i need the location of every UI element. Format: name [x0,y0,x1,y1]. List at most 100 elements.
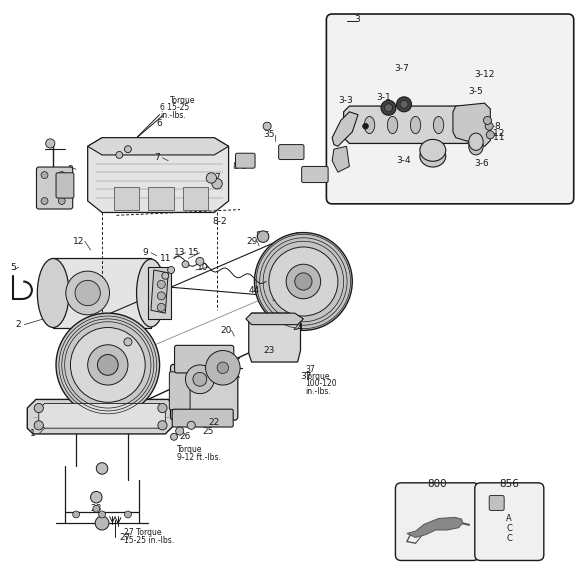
Text: 4: 4 [36,193,42,203]
Circle shape [295,273,312,290]
Circle shape [263,122,271,130]
Circle shape [157,292,165,300]
Polygon shape [88,138,229,213]
Text: 27: 27 [120,533,131,542]
Circle shape [93,505,100,512]
Text: 37: 37 [305,364,315,373]
Polygon shape [88,138,229,155]
Text: 1: 1 [30,430,36,438]
Text: Torque: Torque [305,372,331,381]
Circle shape [34,403,43,413]
Circle shape [171,434,177,440]
Circle shape [384,104,392,112]
Text: 3-1: 3-1 [376,93,391,102]
Text: 3-7: 3-7 [394,64,409,73]
Circle shape [34,421,43,430]
Circle shape [71,328,145,403]
Text: 30: 30 [315,257,327,266]
Polygon shape [53,258,151,328]
Circle shape [116,152,123,158]
Text: 9: 9 [142,248,148,257]
FancyBboxPatch shape [279,145,304,159]
Text: in.-lbs.: in.-lbs. [160,111,186,121]
Text: 44: 44 [249,285,260,295]
Text: 11: 11 [160,254,171,263]
Text: 3-3: 3-3 [338,96,353,105]
Circle shape [124,146,131,152]
Text: 8-7: 8-7 [207,173,221,182]
Text: 10: 10 [197,263,209,272]
Circle shape [58,197,65,205]
Text: 17: 17 [119,343,131,352]
Polygon shape [407,517,463,537]
Ellipse shape [387,117,398,134]
Text: 5: 5 [10,263,16,272]
Circle shape [187,421,195,430]
FancyBboxPatch shape [171,364,238,420]
Circle shape [97,463,108,474]
Text: 24: 24 [292,323,303,332]
Text: 25: 25 [203,427,214,435]
Text: 29: 29 [246,237,257,246]
Circle shape [157,304,165,311]
Circle shape [217,362,229,373]
Circle shape [56,313,160,417]
Ellipse shape [136,259,165,327]
Ellipse shape [38,258,69,328]
Text: 20: 20 [220,326,231,335]
Circle shape [124,338,132,346]
Polygon shape [151,270,168,313]
Text: 9-12 ft.-lbs.: 9-12 ft.-lbs. [177,452,221,462]
Circle shape [212,179,223,189]
Polygon shape [246,313,303,325]
Ellipse shape [434,117,444,134]
Text: 18: 18 [186,349,197,358]
Circle shape [124,511,131,518]
Text: 21: 21 [194,380,206,390]
Circle shape [75,280,101,306]
Circle shape [400,100,408,108]
Circle shape [88,345,128,385]
Circle shape [41,172,48,179]
Circle shape [193,372,207,386]
Circle shape [206,173,217,183]
Text: 16: 16 [139,277,151,286]
Circle shape [66,271,109,315]
Polygon shape [332,146,349,172]
Circle shape [362,123,368,129]
Text: 8-5: 8-5 [255,231,271,240]
Ellipse shape [364,117,375,134]
Circle shape [99,511,106,518]
FancyBboxPatch shape [56,173,74,198]
Text: 856: 856 [499,479,519,489]
FancyBboxPatch shape [395,483,479,560]
Text: 3-5: 3-5 [469,87,483,96]
Text: 12: 12 [73,237,85,246]
Circle shape [46,139,55,148]
Circle shape [186,365,214,394]
Bar [183,186,209,210]
Text: 100-120: 100-120 [305,380,337,389]
Text: 8-3: 8-3 [281,154,297,162]
Circle shape [381,100,396,115]
Text: 15-25 in.-lbs.: 15-25 in.-lbs. [124,536,174,545]
Text: A
C
C: A C C [506,515,512,543]
Text: 3-8: 3-8 [486,122,501,131]
Text: Torque: Torque [177,445,202,454]
Circle shape [397,97,412,112]
Polygon shape [453,103,490,146]
Text: 7: 7 [154,154,160,162]
Circle shape [486,131,494,139]
FancyBboxPatch shape [475,483,544,560]
Circle shape [157,280,165,288]
Polygon shape [332,112,358,146]
Text: 8-2: 8-2 [213,217,227,226]
Bar [113,186,139,210]
Text: 32: 32 [295,248,306,257]
FancyBboxPatch shape [327,14,574,204]
Circle shape [162,272,169,279]
Circle shape [485,122,493,130]
Circle shape [269,247,338,316]
Text: 13: 13 [174,248,186,257]
Text: 22: 22 [209,418,220,427]
